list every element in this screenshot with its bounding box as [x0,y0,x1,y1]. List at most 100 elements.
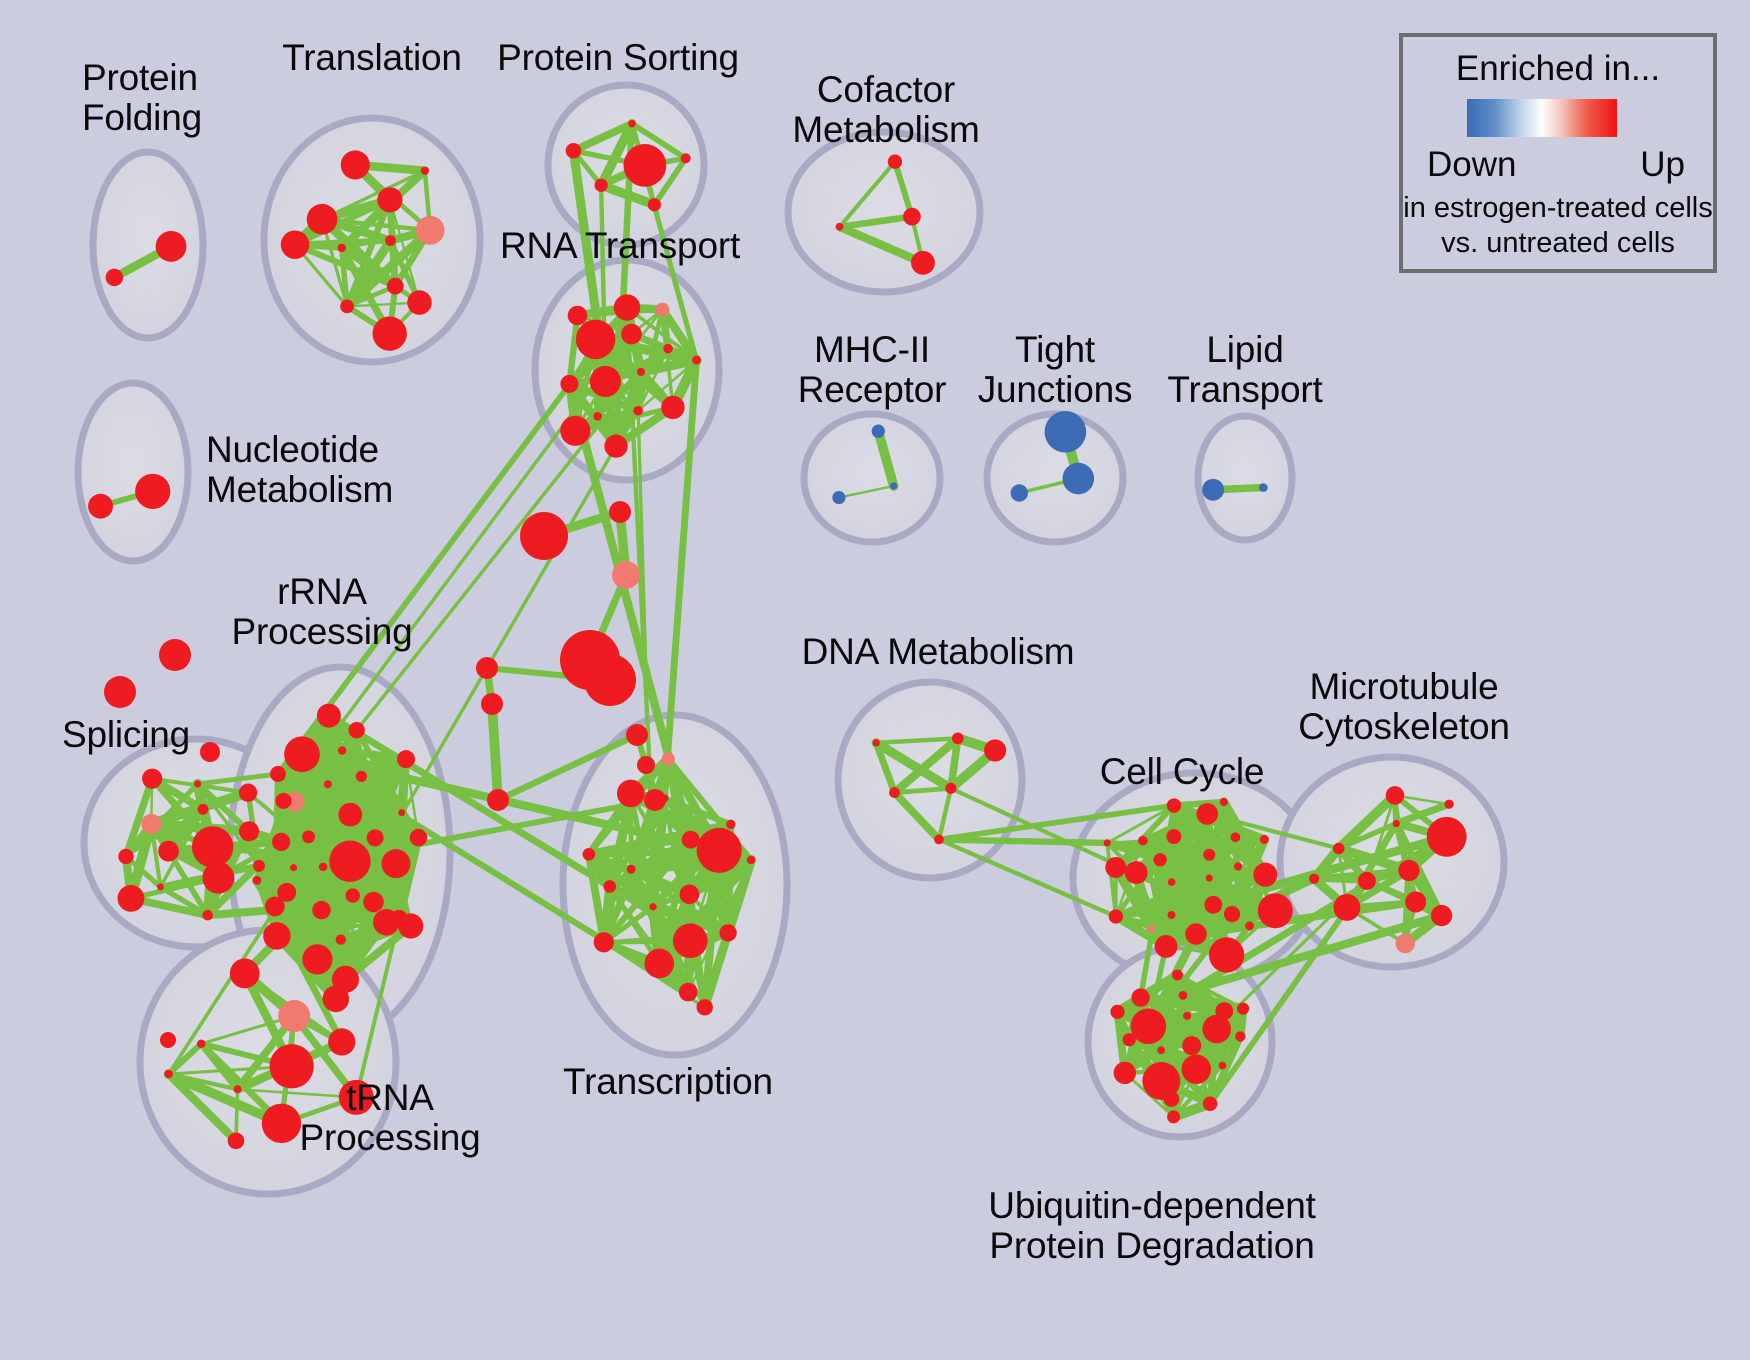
network-node [1237,1002,1250,1015]
network-node [88,493,113,519]
network-node [335,934,346,945]
cluster-label-translation: Translation [282,37,462,78]
network-node [1147,924,1156,933]
network-node [644,789,666,811]
network-node [1103,839,1111,847]
edge [343,196,394,310]
edge [936,802,1177,843]
edge [936,837,1119,919]
network-node [609,501,631,523]
edge [660,356,700,802]
network-node [520,512,568,560]
network-node [318,862,328,872]
network-node [1205,874,1213,882]
network-node [1430,904,1453,927]
network-node [1204,895,1223,914]
edge [320,168,427,221]
network-node [1259,834,1269,844]
network-node [159,639,191,671]
network-node [381,849,411,879]
edge [566,312,581,388]
network-node [594,178,608,192]
network-node [340,150,370,180]
network-node [934,834,944,845]
edge [236,1088,358,1099]
network-node [887,154,903,169]
network-node [398,809,406,817]
network-node [871,424,885,438]
edge [565,380,642,415]
network-node [269,1044,314,1089]
network-node [1202,1014,1231,1044]
network-node [1110,1004,1125,1019]
network-node [1308,873,1320,884]
cluster-label-splicing: Splicing [62,714,190,755]
edge [203,897,378,920]
network-node [1257,893,1293,929]
network-node [1385,786,1405,805]
edge [636,347,670,412]
network-node [118,848,134,865]
network-node [1218,1061,1227,1070]
cluster-ellipse-6 [800,410,944,546]
network-node [644,948,675,979]
network-node [386,277,404,295]
network-node [1202,1096,1218,1112]
edge [1191,874,1319,938]
network-node [202,909,213,921]
network-node [1105,856,1127,878]
edge [1169,801,1270,879]
network-node [1183,1011,1192,1020]
network-node [584,654,636,706]
network-node [348,721,365,739]
edge [891,158,915,220]
edge [163,1069,287,1129]
network-node [104,676,136,708]
network-node [696,999,713,1016]
network-node [156,883,165,891]
cluster-label-cell-cycle: Cell Cycle [1099,751,1265,792]
cluster-ellipse-5 [74,379,192,565]
edge [342,225,435,311]
edge [195,771,281,787]
network-node [626,864,636,874]
network-node [191,826,234,868]
network-node [316,703,341,728]
edge [1105,804,1176,845]
network-node [1171,969,1183,981]
edge [635,307,665,414]
network-node [322,985,350,1013]
network-node [117,884,145,912]
network-node [567,305,588,326]
network-node [1157,1046,1166,1055]
network-node [1203,848,1216,861]
network-node [1153,853,1167,867]
network-node [1202,478,1225,501]
network-node [613,294,641,321]
network-node [229,958,260,989]
cluster-label-lipid-transport: Lipid Transport [1167,329,1323,410]
network-node [277,882,297,902]
network-node [911,250,935,275]
edge [298,751,692,996]
network-node [621,323,642,345]
network-node [679,884,700,905]
network-node [626,724,648,746]
edge [660,307,675,410]
cluster-label-nucleotide-metabolism: Nucleotide Metabolism [206,429,394,510]
network-node [678,982,698,1002]
network-node [420,166,429,175]
network-node [275,792,292,809]
network-node [1333,893,1361,921]
network-node [872,739,880,747]
network-node [565,142,582,159]
edge [164,1069,241,1145]
network-node [663,343,673,354]
network-node [655,302,670,317]
edge [608,885,690,994]
network-node [1010,484,1029,502]
edge [1175,972,1246,1011]
network-node [1131,988,1150,1007]
network-node [1167,878,1176,886]
